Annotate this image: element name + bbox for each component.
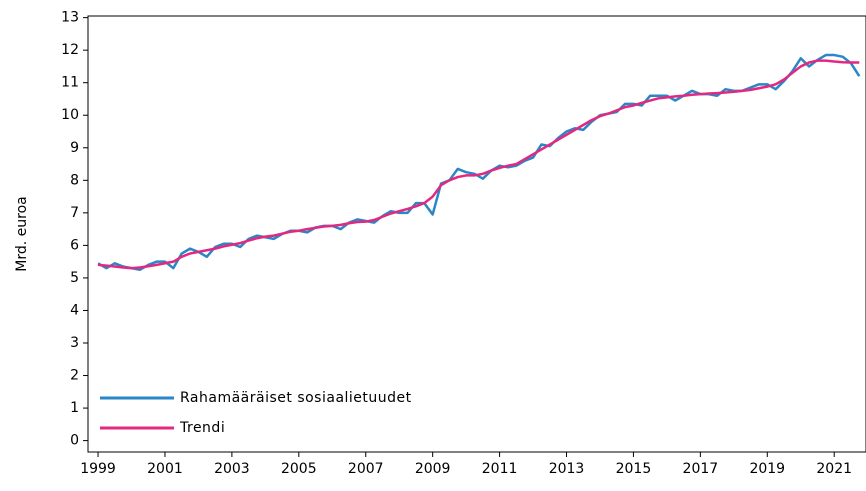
y-tick-label: 10: [61, 107, 79, 123]
y-tick-label: 4: [70, 302, 79, 318]
legend-box: [96, 384, 471, 444]
x-tick-label: 2005: [281, 461, 317, 477]
y-tick-label: 7: [70, 205, 79, 221]
x-tick-label: 2019: [749, 461, 785, 477]
x-tick-label: 1999: [80, 461, 116, 477]
series-line: [97, 53, 861, 272]
y-tick-label: 11: [61, 75, 79, 91]
x-tick-label: 2015: [616, 461, 652, 477]
x-tick-label: 2007: [348, 461, 384, 477]
x-tick-label: 2009: [415, 461, 451, 477]
y-tick-label: 5: [70, 270, 79, 286]
y-tick-label: 9: [70, 140, 79, 156]
legend-label: Trendi: [179, 420, 225, 436]
x-tick-label: 2011: [482, 461, 518, 477]
plot-frame: [87, 15, 866, 453]
y-tick-label: 6: [70, 237, 79, 253]
y-axis-label: Mrd. euroa: [14, 196, 30, 271]
y-tick-label: 0: [70, 433, 79, 449]
x-tick-label: 2017: [683, 461, 719, 477]
x-tick-label: 2001: [147, 461, 183, 477]
legend-label: Rahamääräiset sosiaalietuudet: [180, 390, 412, 406]
y-tick-label: 1: [70, 400, 79, 416]
x-tick-label: 2003: [214, 461, 250, 477]
y-tick-label: 8: [70, 172, 79, 188]
y-tick-label: 12: [61, 42, 79, 58]
y-tick-label: 13: [61, 10, 79, 26]
y-tick-label: 2: [70, 368, 79, 384]
series-line: [97, 59, 860, 270]
y-tick-label: 3: [70, 335, 79, 351]
x-tick-label: 2013: [549, 461, 585, 477]
x-tick-label: 2021: [816, 461, 852, 477]
